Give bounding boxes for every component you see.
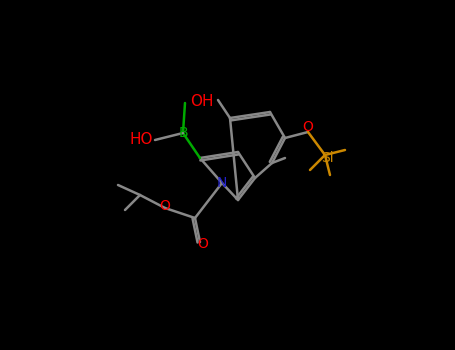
Text: N: N	[217, 176, 227, 190]
Text: O: O	[197, 237, 208, 251]
Text: HO: HO	[130, 133, 153, 147]
Text: O: O	[160, 199, 171, 213]
Text: OH: OH	[190, 93, 213, 108]
Text: O: O	[303, 120, 313, 134]
Text: Si: Si	[321, 151, 334, 165]
Text: B: B	[178, 126, 188, 140]
